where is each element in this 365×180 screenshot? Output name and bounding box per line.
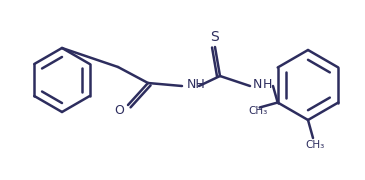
Text: H: H bbox=[263, 78, 272, 91]
Text: NH: NH bbox=[187, 78, 206, 91]
Text: CH₃: CH₃ bbox=[306, 140, 324, 150]
Text: N: N bbox=[253, 78, 262, 91]
Text: S: S bbox=[211, 30, 219, 44]
Text: CH₃: CH₃ bbox=[248, 105, 267, 116]
Text: O: O bbox=[114, 103, 124, 116]
